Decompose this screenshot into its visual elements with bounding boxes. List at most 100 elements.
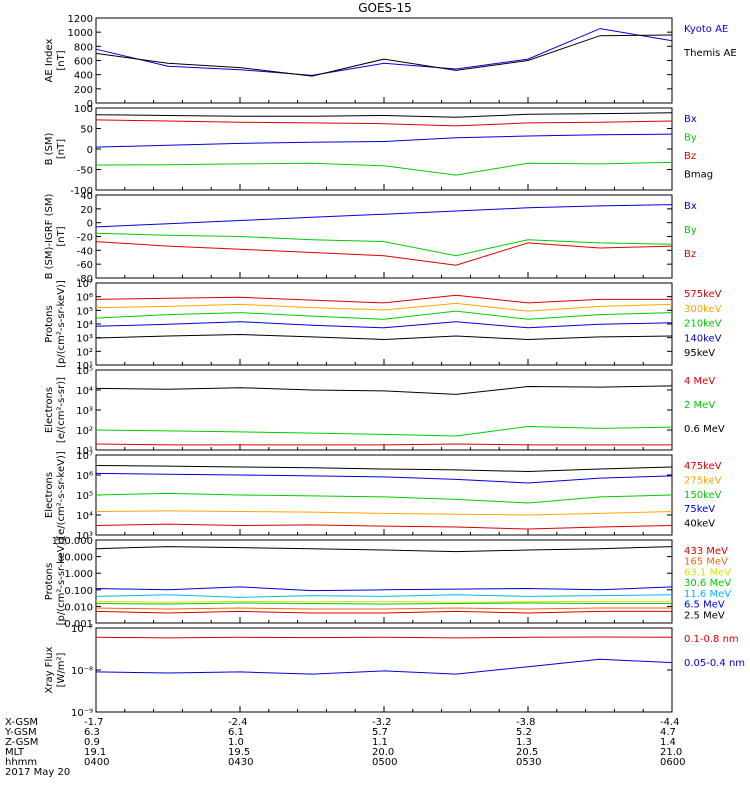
y-tick-label: 10⁻⁷ (71, 624, 93, 635)
series-line (95, 586, 673, 592)
y-axis-label: B (SM) (44, 132, 55, 165)
y-tick-label: 10⁵ (76, 306, 93, 317)
y-tick-label: -100 (70, 186, 93, 197)
y-tick-label: 10¹ (76, 446, 93, 457)
y-tick-label: 0.010 (64, 602, 93, 613)
y-tick-label: 0 (87, 145, 93, 156)
y-tick-label: 10² (76, 347, 93, 358)
y-tick-label: -20 (77, 233, 93, 244)
series-line (95, 385, 673, 395)
footer-value: -3.2 (372, 717, 392, 728)
y-axis-label: [e/(cm²-s-sr-keV)] (56, 451, 67, 539)
legend-entry: 4 MeV (684, 376, 715, 387)
y-tick-label: 50 (80, 125, 93, 136)
y-axis-label: Protons (44, 305, 55, 342)
chart-title: GOES-15 (358, 1, 412, 15)
panel-3: -80 -60 -40 -20 0 20 40 B (SM)-IGRF (SM) [nT] Bx B… (44, 191, 697, 285)
y-tick-label: 100 (74, 104, 93, 115)
panel-frame (95, 107, 673, 191)
y-tick-label: 10⁷ (76, 451, 93, 462)
legend-entry: By (684, 133, 697, 144)
legend-entry: By (684, 225, 697, 236)
series-line (95, 607, 672, 610)
y-tick-label: 20 (80, 205, 93, 216)
series-line (95, 294, 672, 304)
y-tick-label: 10⁴ (76, 320, 93, 331)
y-tick-label: 1000 (68, 28, 93, 39)
y-tick-label: 0.100 (64, 586, 93, 597)
panel-frame (95, 454, 673, 536)
y-tick-label: 200 (74, 85, 93, 96)
panel-1: 0 200 400 600 800 1000 1200 AE Index [nT] Kyoto A… (44, 14, 737, 110)
y-tick-label: 10³ (76, 406, 93, 417)
series-line (95, 465, 673, 473)
series-line (95, 658, 673, 675)
footer-value: -2.4 (228, 717, 248, 728)
y-tick-label: 1.000 (64, 569, 93, 580)
series-line (95, 112, 673, 118)
footer-value: 1.1 (372, 737, 388, 748)
series-line (95, 161, 673, 176)
y-axis-label: [p/(cm²-s-sr-keV)] (56, 538, 67, 626)
legend-entry: Bz (684, 151, 696, 162)
y-tick-label: 100.000 (52, 536, 93, 547)
panel-2: -100 -50 0 50 100 B (SM) [nT] Bx By Bz Bmag (44, 104, 713, 197)
y-tick-label: 10¹ (76, 361, 93, 372)
panel-frame (95, 194, 673, 279)
y-tick-label: 40 (80, 191, 93, 202)
y-tick-label: 0 (87, 219, 93, 230)
panel-frame (95, 539, 673, 624)
legend-entry: 475keV (684, 461, 722, 472)
series-line (95, 119, 673, 127)
footer-value: 20.5 (516, 747, 539, 758)
legend-entry: Bmag (684, 170, 713, 181)
footer-value: 1.0 (228, 737, 244, 748)
panel-4: 10¹ 10² 10³ 10⁴ 10⁵ 10⁶ 10⁷ Protons [p/(cm²-s-sr… (44, 279, 722, 372)
legend-entry: 75keV (684, 504, 715, 515)
footer-label: Y-GSM (5, 727, 37, 738)
legend-entry: 300keV (684, 304, 722, 315)
panel-6: 10³ 10⁴ 10⁵ 10⁶ 10⁷ Electrons [e/(cm²-s-sr-keV… (44, 451, 722, 542)
y-tick-label: 10⁻⁸ (71, 666, 93, 677)
footer-value: 0430 (228, 757, 254, 768)
legend-entry: 40keV (684, 519, 715, 530)
y-tick-label: 10⁴ (76, 386, 93, 397)
series-line (95, 310, 673, 320)
y-axis-label: B (SM)-IGRF (SM) (44, 194, 55, 280)
y-axis-label: Protons (44, 563, 55, 600)
legend-entry: 210keV (684, 319, 722, 330)
panel-8: 10⁻⁹ 10⁻⁸ 10⁻⁷ Xray Flux [W/m²] 0.1-0.8 nm 0.0… (44, 624, 745, 719)
y-axis-label: [nT] (56, 50, 67, 70)
y-axis-label: [nT] (56, 139, 67, 159)
y-tick-label: 10³ (76, 334, 93, 345)
y-tick-label: -80 (77, 274, 93, 285)
legend-entry: 165 MeV (684, 557, 728, 568)
series-line (95, 594, 673, 598)
y-tick-label: -60 (77, 260, 93, 271)
footer-value: 19.5 (228, 747, 251, 758)
legend-entry: 575keV (684, 289, 722, 300)
legend-entry: 275keV (684, 475, 722, 486)
footer-value: 0400 (84, 757, 110, 768)
footer-value: 4.7 (660, 727, 676, 738)
panel-frame (95, 369, 673, 451)
legend-entry: 0.1-0.8 nm (684, 634, 739, 645)
legend-entry: 6.5 MeV (684, 600, 725, 611)
series-line (95, 610, 672, 614)
series-line (95, 510, 673, 516)
y-tick-label: 400 (74, 71, 93, 82)
panel-5: 10¹ 10² 10³ 10⁴ 10⁵ Electrons [e/(cm²-s-sr)] 4 … (44, 366, 725, 457)
footer-value: -1.7 (84, 717, 104, 728)
legend-entry: 150keV (684, 490, 722, 501)
footer-label: hhmm (5, 757, 38, 768)
footer-value: 5.2 (516, 727, 532, 738)
legend-entry: 0.05-0.4 nm (684, 658, 745, 669)
legend-entry: 11.6 MeV (684, 589, 731, 600)
footer-value: 0500 (372, 757, 398, 768)
y-tick-label: 800 (74, 42, 93, 53)
footer-value: 0600 (660, 757, 686, 768)
series-line (95, 636, 673, 639)
legend-entry: 0.6 MeV (684, 424, 725, 435)
y-axis-label: [e/(cm²-s-sr)] (56, 377, 67, 443)
